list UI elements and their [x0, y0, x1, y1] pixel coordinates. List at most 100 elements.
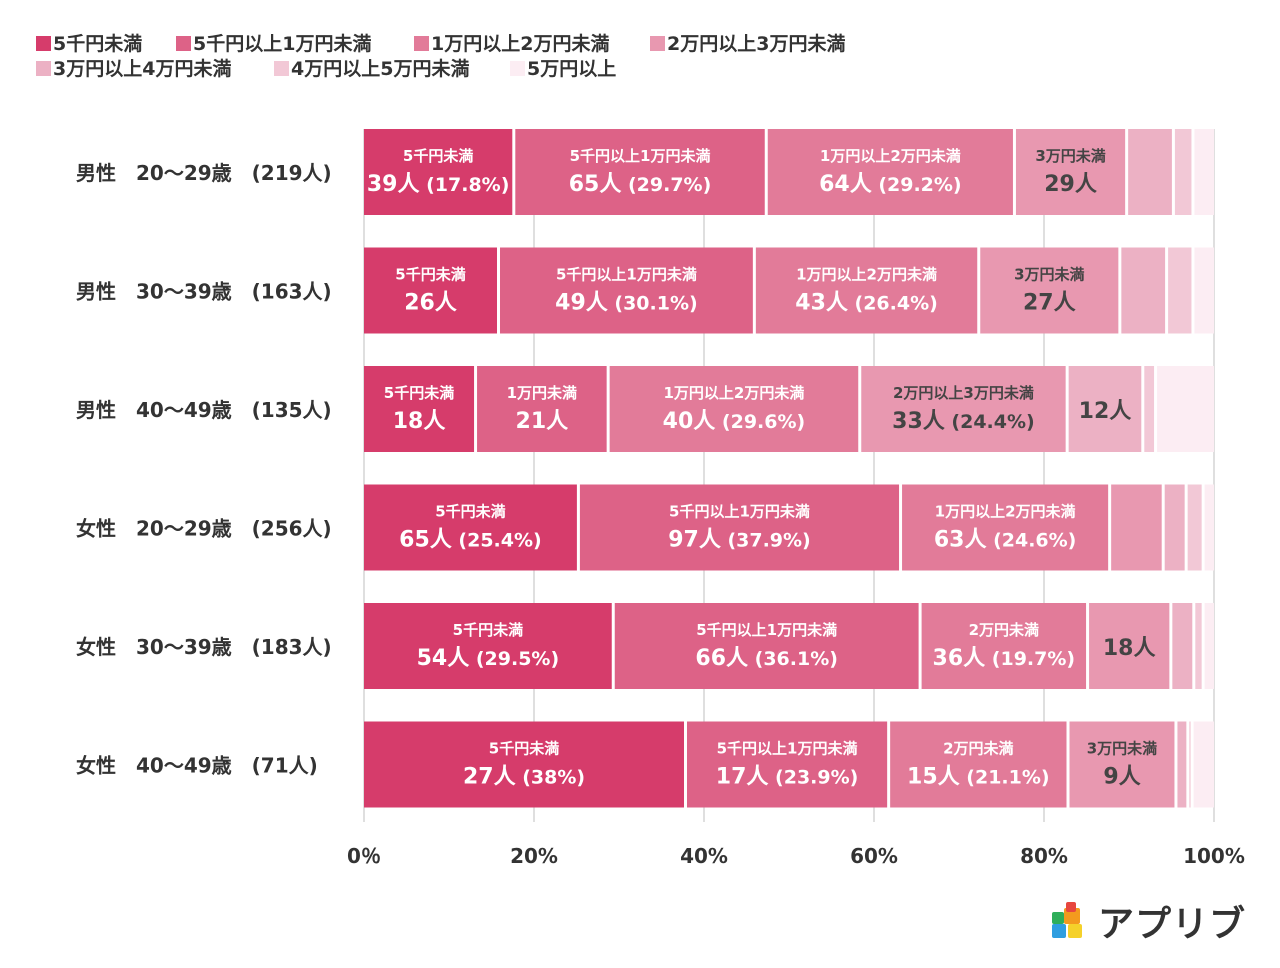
legend-swatch [510, 61, 525, 76]
segment-percent: (23.9%) [768, 767, 858, 789]
segment-count: 66人 [695, 646, 748, 671]
legend-swatch [176, 36, 191, 51]
legend-label: 5千円未満 [53, 32, 142, 55]
segment-category-label: 5千円以上1万円未満 [556, 266, 697, 284]
segment-percent: (29.6%) [715, 411, 805, 433]
segment-value-label: 63人 (24.6%) [934, 528, 1077, 553]
segment-count: 43人 [795, 291, 848, 316]
bar-segment [755, 247, 978, 334]
segment-percent: (21.1%) [960, 767, 1050, 789]
segment-count: 97人 [668, 528, 721, 553]
bar-segment [1121, 247, 1166, 334]
segment-count: 36人 [933, 646, 986, 671]
bar-segment [1174, 129, 1192, 215]
segment-category-label: 5千円未満 [403, 147, 473, 165]
segment-count: 18人 [393, 409, 446, 434]
legend-label: 4万円以上5万円未満 [291, 57, 469, 80]
segment-count: 63人 [934, 528, 987, 553]
segment-value-label: 66人 (36.1%) [695, 646, 838, 671]
bar-segment [687, 721, 888, 808]
segment-category-label: 5千円以上1万円未満 [669, 503, 810, 521]
segment-count: 21人 [516, 409, 569, 434]
bar-segment [1068, 366, 1142, 452]
legend-label: 5千円以上1万円未満 [193, 32, 371, 55]
segment-value-label: 97人 (37.9%) [668, 528, 811, 553]
segment-count: 64人 [819, 172, 872, 197]
segment-count: 18人 [1103, 636, 1156, 661]
segment-category-label: 1万円以上2万円未満 [820, 147, 961, 165]
segment-count: 27人 [463, 765, 516, 790]
segment-value-label: 15人 (21.1%) [907, 765, 1050, 790]
bar-segment [1204, 603, 1214, 689]
segment-category-label: 1万円以上2万円未満 [796, 266, 937, 284]
segment-category-label: 5千円未満 [395, 266, 465, 284]
bar-segment [364, 366, 475, 452]
segment-percent: (29.5%) [469, 648, 559, 670]
bar-segment [902, 484, 1109, 571]
segment-percent: (29.2%) [872, 174, 962, 196]
bar-segment [364, 247, 497, 334]
bar-segment [1177, 721, 1187, 808]
bar-segment [1157, 366, 1214, 452]
bar-segment [1168, 247, 1192, 334]
segment-count: 49人 [555, 291, 608, 316]
segment-count: 54人 [417, 646, 470, 671]
x-tick-label: 40% [680, 844, 728, 868]
segment-value-label: 27人 [1023, 291, 1076, 316]
segment-percent: (24.4%) [945, 411, 1035, 433]
bar-segment [579, 484, 900, 571]
segment-count: 40人 [663, 409, 716, 434]
x-tick-label: 0％ [347, 844, 381, 868]
x-tick-label: 80% [1020, 844, 1068, 868]
bar-segment [1194, 247, 1214, 334]
segment-count: 29人 [1044, 172, 1097, 197]
segment-value-label: 17人 (23.9%) [716, 765, 859, 790]
legend-label: 5万円以上 [527, 58, 616, 80]
segment-percent: (25.4%) [452, 530, 542, 552]
bar-segment [500, 247, 753, 334]
segment-category-label: 2万円未満 [943, 740, 1013, 758]
bar-segment [767, 129, 1013, 215]
segment-category-label: 5千円以上1万円未満 [570, 147, 711, 165]
segment-count: 65人 [399, 528, 452, 553]
segment-category-label: 1万円以上2万円未満 [935, 503, 1076, 521]
segment-value-label: 29人 [1044, 172, 1097, 197]
bar-segment [364, 129, 513, 215]
segment-count: 33人 [892, 409, 945, 434]
bar-segment [1193, 721, 1214, 808]
segment-value-label: 64人 (29.2%) [819, 172, 962, 197]
segment-count: 9人 [1103, 765, 1140, 790]
segment-count: 17人 [716, 765, 769, 790]
segment-category-label: 5千円未満 [435, 503, 505, 521]
legend-label: 2万円以上3万円未満 [667, 32, 845, 55]
category-label: 男性 40〜49歳 (135人) [76, 398, 332, 422]
segment-percent: (26.4%) [848, 293, 938, 315]
segment-value-label: 36人 (19.7%) [933, 646, 1076, 671]
legend-swatch [414, 36, 429, 51]
segment-percent: (24.6%) [986, 530, 1076, 552]
brand-logo-icon [1052, 902, 1090, 940]
segment-value-label: 65人 (29.7%) [569, 172, 712, 197]
segment-category-label: 5千円以上1万円未満 [717, 740, 858, 758]
bar-segment [1204, 484, 1214, 571]
bar-segment [1195, 603, 1202, 689]
bar-segment [921, 603, 1087, 689]
segment-value-label: 18人 [1103, 636, 1156, 661]
segment-percent: (30.1%) [608, 293, 698, 315]
segment-count: 27人 [1023, 291, 1076, 316]
bar-segment [609, 366, 859, 452]
bar-segment [1089, 603, 1170, 689]
bar-segment [890, 721, 1067, 808]
bar-segment [364, 484, 577, 571]
segment-count: 65人 [569, 172, 622, 197]
segment-value-label: 12人 [1079, 399, 1132, 424]
segment-value-label: 54人 (29.5%) [417, 646, 560, 671]
segment-percent: (37.9%) [721, 530, 811, 552]
segment-count: 12人 [1079, 399, 1132, 424]
segment-category-label: 5千円未満 [453, 621, 523, 639]
segment-category-label: 2万円未満 [969, 621, 1039, 639]
x-tick-label: 60% [850, 844, 898, 868]
segment-category-label: 3万円未満 [1087, 740, 1157, 758]
